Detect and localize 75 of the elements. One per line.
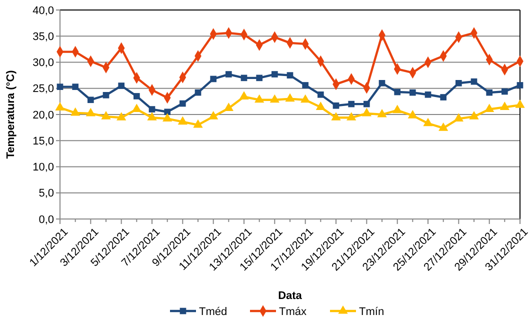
- point: [194, 89, 202, 96]
- point: [116, 112, 126, 120]
- point: [362, 108, 372, 116]
- point: [377, 108, 387, 118]
- legend-label: Tmín: [359, 306, 384, 318]
- point: [147, 112, 157, 120]
- point: [88, 96, 94, 104]
- point: [300, 94, 310, 103]
- point: [285, 93, 295, 102]
- y-tick-label: 35,0: [32, 30, 54, 43]
- point: [502, 88, 508, 95]
- point: [316, 102, 326, 110]
- point: [72, 84, 78, 90]
- point: [162, 113, 172, 122]
- y-tick-label: 0,0: [38, 214, 54, 226]
- y-tick-label: 15,0: [32, 135, 54, 148]
- point: [484, 104, 494, 112]
- point: [469, 111, 479, 120]
- point: [132, 104, 142, 112]
- y-axis-title: Temperatura (°C): [5, 70, 17, 159]
- point: [226, 71, 232, 78]
- point: [178, 116, 188, 125]
- point: [164, 108, 170, 116]
- y-tick-label: 5,0: [38, 188, 54, 200]
- point: [394, 88, 400, 96]
- point: [224, 102, 234, 112]
- point: [516, 82, 524, 88]
- point: [331, 112, 341, 120]
- point: [101, 111, 111, 120]
- point: [240, 74, 248, 82]
- point: [256, 74, 262, 82]
- point: [102, 92, 110, 98]
- legend-label: Tméd: [199, 306, 228, 318]
- point: [270, 94, 280, 103]
- point: [470, 78, 478, 85]
- point: [55, 102, 65, 110]
- point: [180, 100, 186, 107]
- point: [515, 100, 525, 108]
- point: [408, 110, 418, 118]
- point: [286, 72, 294, 78]
- point: [423, 118, 433, 126]
- y-tick-label: 10,0: [32, 162, 54, 174]
- point: [346, 112, 356, 120]
- point: [392, 104, 402, 114]
- point: [134, 93, 140, 100]
- point: [438, 122, 448, 131]
- point: [364, 100, 370, 108]
- point: [302, 82, 308, 88]
- x-axis-title: Data: [278, 290, 303, 302]
- point: [410, 89, 416, 96]
- point: [86, 108, 96, 116]
- legend-label: Tmáx: [279, 306, 307, 318]
- y-tick-label: 25,0: [32, 83, 54, 96]
- point: [193, 119, 203, 128]
- point: [118, 82, 124, 89]
- point: [208, 111, 218, 120]
- y-tick-label: 40,0: [32, 4, 54, 17]
- point: [210, 76, 216, 82]
- point: [456, 80, 462, 86]
- point: [239, 91, 249, 100]
- point: [424, 91, 432, 98]
- point: [318, 91, 324, 98]
- point: [378, 80, 386, 86]
- point: [254, 94, 264, 103]
- y-tick-label: 30,0: [32, 57, 54, 70]
- point: [70, 107, 80, 116]
- point: [454, 113, 464, 122]
- point: [148, 106, 156, 112]
- point: [272, 71, 278, 78]
- point: [486, 89, 492, 96]
- point: [348, 100, 354, 108]
- point: [500, 102, 510, 110]
- point: [440, 94, 446, 100]
- y-tick-label: 20,0: [32, 109, 54, 122]
- point: [332, 102, 340, 109]
